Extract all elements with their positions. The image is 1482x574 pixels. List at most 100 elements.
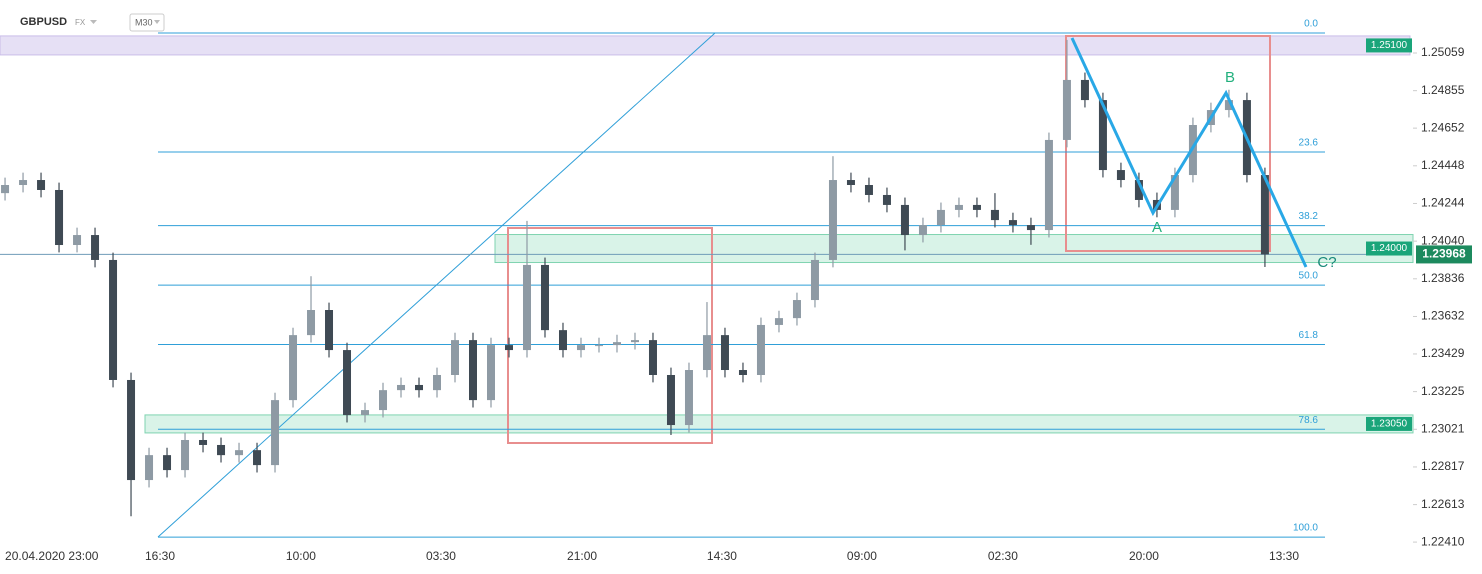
candle-body (217, 444, 226, 456)
candle-body (576, 345, 585, 351)
y-tick-label: 1.23632 (1421, 309, 1465, 323)
market-dropdown[interactable] (90, 20, 97, 24)
candle-body (1044, 139, 1053, 231)
pattern-label: A (1152, 219, 1162, 236)
candle-body (738, 370, 747, 375)
level-zone (0, 35, 1411, 56)
candle-body (289, 335, 298, 401)
level-badge (1366, 241, 1412, 256)
x-tick-label: 03:30 (426, 549, 456, 563)
candle-body (271, 400, 280, 466)
candle-body (486, 345, 495, 401)
last-price-badge (1416, 245, 1472, 264)
candle-body (307, 310, 316, 336)
candle-body (127, 379, 136, 481)
candle-body (846, 180, 855, 186)
candle-body (810, 259, 819, 301)
candle-body (792, 300, 801, 319)
candle-body (1026, 225, 1035, 231)
candle-body (1116, 170, 1125, 181)
candle-body (379, 390, 388, 411)
pattern-label: B (1225, 69, 1235, 86)
candle-body (109, 259, 118, 380)
level-badge (1366, 38, 1412, 53)
x-tick-label: 20.04.2020 23:00 (5, 549, 99, 563)
fib-label: 38.2 (1299, 211, 1319, 222)
pattern-label: C? (1317, 254, 1336, 271)
y-tick-label: 1.24448 (1421, 158, 1465, 172)
interval-selector[interactable] (129, 13, 165, 32)
y-tick-label: 1.24652 (1421, 120, 1465, 134)
last-price-label: 1.23968 (1422, 247, 1466, 261)
y-tick-label: 1.23225 (1421, 384, 1465, 398)
fib-label: 23.6 (1299, 138, 1319, 149)
candle-body (864, 185, 873, 195)
candle-body (990, 209, 999, 221)
candle-body (648, 340, 657, 375)
candle-body (235, 450, 244, 456)
candle-body (1080, 79, 1089, 101)
candle-body (594, 345, 603, 347)
x-tick-label: 21:00 (567, 549, 597, 563)
y-tick-label: 1.23429 (1421, 346, 1465, 360)
candle-body (253, 450, 262, 466)
fib-label: 0.0 (1304, 19, 1318, 30)
candle-body (181, 439, 190, 471)
level-label: 1.24000 (1371, 243, 1408, 254)
highlight-box (507, 227, 713, 444)
candle-body (828, 180, 837, 260)
candle-body (774, 318, 783, 325)
market: FX (75, 18, 86, 27)
candle-body (720, 335, 729, 371)
x-tick-label: 20:00 (1129, 549, 1159, 563)
candle-body (936, 209, 945, 226)
candle-body (630, 340, 639, 343)
candle-body (756, 324, 765, 375)
y-tick-label: 1.22817 (1421, 459, 1465, 473)
interval-caret (154, 20, 160, 24)
candle-body (1260, 175, 1269, 255)
candle-body (972, 204, 981, 210)
interval: M30 (135, 17, 153, 27)
level-zone (144, 414, 1414, 434)
candle-body (918, 225, 927, 236)
candle-body (1134, 180, 1143, 200)
x-tick-label: 02:30 (988, 549, 1018, 563)
candle-body (451, 340, 460, 375)
candle-body (397, 384, 406, 391)
candle-body (55, 189, 64, 246)
symbol: GBPUSD (20, 16, 67, 28)
level-badge (1366, 416, 1412, 431)
candle-body (361, 410, 370, 416)
candle-body (1098, 100, 1107, 171)
candle-body (145, 455, 154, 481)
candle-body (73, 235, 82, 246)
x-tick-label: 09:00 (847, 549, 877, 563)
candle-body (1062, 79, 1071, 140)
fib-label: 61.8 (1299, 330, 1319, 341)
y-tick-label: 1.24244 (1421, 196, 1465, 210)
candle-body (19, 180, 28, 186)
y-tick-label: 1.22613 (1421, 497, 1465, 511)
candle-body (954, 204, 963, 210)
candle-body (558, 330, 567, 351)
y-tick-label: 1.23836 (1421, 271, 1465, 285)
x-tick-label: 14:30 (707, 549, 737, 563)
y-tick-label: 1.23021 (1421, 421, 1465, 435)
x-tick-label: 16:30 (145, 549, 175, 563)
candle-body (1, 185, 10, 194)
y-tick-label: 1.22410 (1421, 534, 1465, 548)
candle-body (684, 370, 693, 426)
x-tick-label: 10:00 (286, 549, 316, 563)
candle-body (1224, 100, 1233, 111)
candle-body (702, 335, 711, 371)
candle-body (522, 264, 531, 351)
candle-body (900, 204, 909, 236)
candle-body (882, 194, 891, 205)
candle-body (91, 235, 100, 260)
fib-label: 50.0 (1299, 271, 1319, 282)
candle-body (1008, 220, 1017, 226)
candle-body (612, 342, 621, 346)
level-zone (494, 234, 1414, 264)
